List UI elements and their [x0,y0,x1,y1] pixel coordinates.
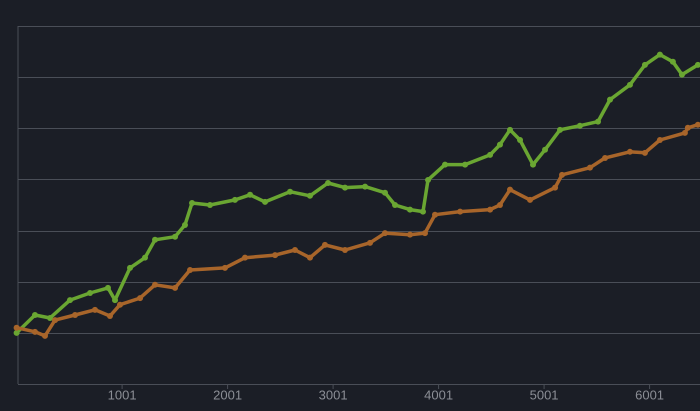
point [187,266,194,273]
point [342,247,349,254]
point [425,176,432,183]
x-tick-label: 4001 [424,387,453,402]
point [381,230,388,237]
point [530,161,537,168]
point [487,206,494,213]
point [362,183,369,190]
x-tick-label: 2001 [213,387,242,402]
point [656,137,663,144]
point [231,196,238,203]
point [656,51,663,58]
point [367,239,374,246]
point [13,329,20,336]
point [287,188,294,195]
series [13,51,700,336]
point [306,192,313,199]
point [576,122,583,129]
point [13,324,20,331]
point [247,191,254,198]
point [694,61,700,68]
point [106,312,113,319]
point [542,146,549,153]
point [641,149,648,156]
point [421,230,428,237]
point [681,129,688,136]
point [31,311,38,318]
point [517,137,524,144]
point [552,184,559,191]
point [594,118,601,125]
point [381,189,388,196]
point [325,180,332,187]
point [137,295,144,302]
point [586,164,593,171]
point [262,198,269,205]
point [557,126,564,133]
x-tick-label: 1001 [108,387,137,402]
point [626,81,633,88]
point [141,254,148,261]
point [507,126,514,133]
point [684,124,691,131]
point [406,231,413,238]
point [669,58,676,65]
point [112,297,119,304]
x-tick-label: 3001 [319,387,348,402]
point [221,264,228,271]
point [694,121,700,128]
point [181,221,188,228]
point [678,71,685,78]
point [496,141,503,148]
point [507,186,514,193]
point [607,96,614,103]
point [442,161,449,168]
point [72,311,79,318]
point [419,208,426,215]
point [602,154,609,161]
point [116,301,123,308]
x-tick-label: 6001 [635,387,664,402]
point [292,247,299,254]
point [152,281,159,288]
point [462,161,469,168]
point [457,208,464,215]
point [272,252,279,259]
point [321,241,328,248]
point [91,306,98,313]
point [342,184,349,191]
point [487,151,494,158]
point [527,196,534,203]
point [66,297,73,304]
point [189,199,196,206]
point [152,236,159,243]
point [206,202,213,208]
point [559,171,566,178]
point [641,61,648,68]
point [87,289,94,296]
series [13,121,700,339]
point [41,332,48,339]
point [47,315,54,322]
point [496,202,503,208]
point [306,254,313,261]
point [172,233,179,240]
point [52,317,59,324]
point [172,284,179,291]
point [242,254,249,261]
point [406,206,413,213]
point [127,264,134,271]
x-tick-label: 5001 [530,387,559,402]
point [104,284,111,291]
point [392,202,399,208]
series-line [15,52,699,335]
point [31,328,38,335]
point [432,211,439,218]
point [626,148,633,155]
